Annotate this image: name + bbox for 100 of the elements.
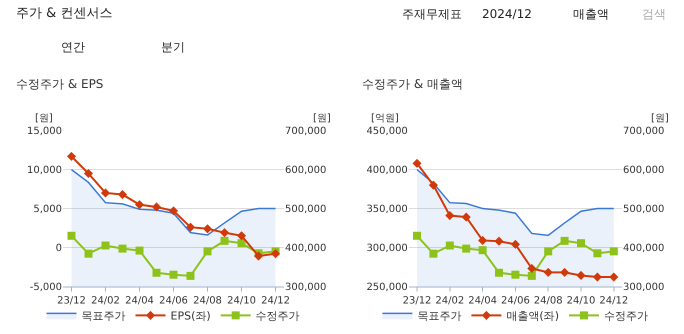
point	[236, 231, 246, 240]
y-axis-title: [원]	[35, 113, 53, 124]
point	[101, 242, 110, 250]
x-tick-label: 24/08	[534, 295, 563, 306]
y-tick-label: 300,000	[366, 242, 408, 254]
x-tick-label: 24/02	[91, 295, 120, 306]
point	[544, 268, 553, 277]
point	[202, 224, 212, 234]
point	[446, 242, 454, 250]
text: 연간	[61, 40, 85, 54]
point	[593, 249, 602, 258]
x-tick-label: 24/06	[159, 295, 188, 306]
y2-tick-label: 300,000	[623, 282, 664, 293]
point	[186, 272, 195, 280]
point	[220, 228, 230, 238]
x-tick-label: 24/08	[193, 295, 222, 306]
y2-tick-label: 400,000	[623, 242, 664, 254]
y-tick-label: 450,000	[366, 126, 408, 138]
point	[134, 200, 144, 210]
x-tick-label: 24/10	[566, 295, 596, 306]
x-tick-label: 24/04	[468, 295, 498, 306]
x-tick-label: 24/12	[599, 295, 628, 306]
point	[254, 251, 264, 261]
point	[204, 247, 212, 256]
x-tick-label: 24/04	[125, 295, 154, 306]
legend-label: 목표주가	[417, 310, 462, 323]
point	[136, 246, 144, 255]
point	[84, 168, 94, 178]
point	[445, 210, 454, 220]
point	[412, 158, 422, 168]
legend-label: 목표주가	[82, 310, 126, 323]
point	[462, 244, 470, 253]
point	[238, 239, 246, 248]
point	[118, 244, 126, 253]
text: 매출액	[573, 7, 609, 21]
y2-axis-title: [원]	[313, 113, 331, 124]
y2-tick-label: 500,000	[623, 204, 664, 216]
point	[186, 222, 196, 232]
y2-tick-label: 600,000	[285, 165, 326, 176]
point	[610, 247, 618, 256]
point	[462, 212, 471, 222]
point	[544, 247, 552, 256]
point	[118, 190, 128, 200]
point	[478, 236, 488, 246]
text: 검색	[642, 7, 666, 21]
text: 주가 & 컨센서스	[16, 6, 112, 21]
text: 2024/12	[482, 7, 532, 21]
point	[560, 236, 569, 245]
x-tick-label: 23/12	[57, 295, 86, 306]
point	[494, 236, 504, 246]
point	[270, 249, 280, 258]
point	[168, 206, 178, 216]
point	[429, 250, 438, 258]
y-tick-label: 0	[56, 242, 62, 254]
x-tick-label: 24/10	[227, 295, 256, 306]
y-axis-title: [억원]	[371, 113, 399, 124]
x-tick-label: 24/06	[500, 295, 530, 306]
point	[495, 268, 504, 277]
point	[576, 270, 586, 280]
chart-title: 수정주가 & 매출액	[362, 77, 463, 91]
y2-axis-title: [원]	[651, 113, 669, 124]
y2-tick-label: 700,000	[623, 126, 664, 138]
legend-label: EPS(좌)	[170, 310, 211, 323]
point	[84, 250, 92, 258]
y-tick-label: 15,000	[26, 126, 62, 138]
point	[220, 236, 229, 245]
point	[609, 272, 618, 282]
x-tick-label: 23/12	[402, 295, 432, 306]
point	[527, 264, 536, 274]
point	[592, 272, 602, 282]
point	[528, 272, 536, 280]
y-tick-label: 350,000	[366, 204, 408, 216]
point	[511, 270, 520, 279]
x-tick-label: 24/02	[435, 295, 464, 306]
y2-tick-label: 600,000	[623, 165, 664, 176]
point	[100, 188, 110, 198]
text: 분기	[161, 40, 185, 54]
y2-tick-label: 300,000	[285, 282, 326, 293]
legend-label: 수정주가	[604, 310, 648, 323]
point	[413, 232, 422, 240]
chart-title: 수정주가 & EPS	[16, 77, 104, 91]
y2-tick-label: 700,000	[285, 126, 326, 138]
point	[170, 270, 178, 279]
y-tick-label: 10,000	[26, 165, 62, 176]
point	[152, 268, 160, 277]
point	[478, 246, 487, 254]
point	[510, 240, 520, 249]
point	[560, 268, 570, 277]
y2-tick-label: 500,000	[285, 204, 326, 216]
y2-tick-label: 400,000	[285, 242, 326, 254]
point	[576, 239, 585, 248]
y-tick-label: 400,000	[366, 165, 408, 176]
x-tick-label: 24/12	[261, 295, 290, 306]
y-tick-label: 5,000	[33, 204, 62, 216]
legend-label: 수정주가	[256, 310, 300, 323]
text: 주재무제표	[402, 7, 462, 21]
point	[152, 202, 162, 212]
legend-label: 매출액(좌)	[506, 310, 559, 323]
y-tick-label: -5,000	[30, 282, 62, 293]
point	[428, 180, 438, 190]
